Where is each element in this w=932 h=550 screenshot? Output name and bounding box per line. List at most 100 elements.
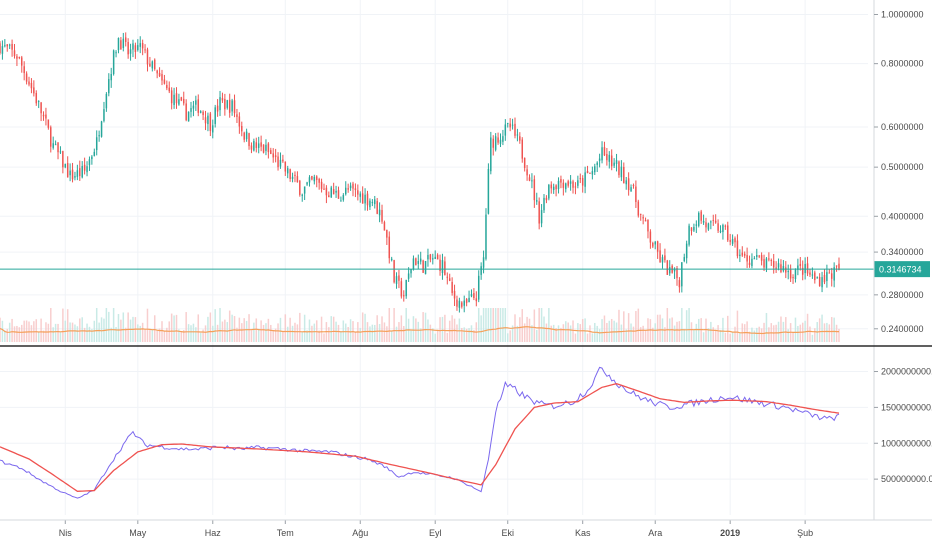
volume-bar [110,327,112,342]
volume-bar [560,327,562,342]
time-axis[interactable]: Nis May Haz Tem Ağu Eyl Eki Kas Ara 2019 Şub [59,520,813,538]
volume-bar [494,308,497,342]
candle-body [668,267,671,274]
volume-bar [245,320,248,342]
volume-bar [753,330,756,342]
volume-bar [603,315,606,342]
candle-body [536,200,538,202]
candle-body [262,144,265,153]
volume-bar [591,333,594,342]
candle-body [330,187,332,198]
candle-body [28,81,30,85]
volume-bar [21,324,23,342]
candle-body [816,277,818,279]
candle-body [731,239,734,244]
volume-bar [821,314,823,342]
volume-bar [565,321,567,342]
volume-bar [673,325,676,342]
volume-bar [756,327,758,342]
volume-bar [221,321,224,342]
candle-body [395,276,398,284]
candle-body [748,262,751,265]
volume-bar [429,324,432,342]
volume-bar [649,319,652,342]
candle-body [533,179,536,201]
volume-bar [286,326,289,342]
candle-body [308,177,311,183]
candle-body [635,186,637,203]
candle-body [690,227,693,232]
volume-bar [219,308,221,342]
volume-bar [468,328,470,342]
candle-body [405,279,407,297]
indicator-axis[interactable]: 2000000000.0000 1500000000.0000 1000000000… [874,367,932,485]
volume-bar [806,313,809,342]
price-candles[interactable] [0,32,840,313]
candle-body [47,119,50,128]
candle-body [695,224,698,226]
candle-body [652,242,654,247]
volume-bar [763,322,765,342]
candle-body [212,125,214,133]
candle-body [519,136,521,141]
volume-bar [727,315,729,342]
volume-bar [777,321,780,342]
volume-bar [216,324,219,342]
volume-bar [785,317,787,342]
candle-body [792,277,794,279]
candle-body [93,151,96,156]
volume-bar [772,325,775,342]
candle-body [753,258,756,260]
volume-bar [734,326,736,342]
candle-body [197,99,200,113]
candle-body [814,272,816,281]
candle-body [332,189,335,195]
candle-body [156,70,158,74]
candle-body [103,109,105,121]
volume-bar [250,330,253,342]
volume-bar [108,311,110,342]
price-tick-label: 0.6000000 [881,122,924,132]
volume-bar [642,325,644,342]
candle-body [35,92,38,104]
candle-body [175,93,178,104]
volume-ma-line [0,326,839,335]
volume-bar [427,319,429,342]
candle-body [95,137,98,151]
volume-bar [175,314,178,342]
candle-body [548,184,550,199]
candle-body [429,254,432,260]
volume-bar [231,314,233,342]
candle-body [318,178,320,183]
volume-bar [187,324,190,342]
candle-body [577,180,579,186]
candle-body [265,144,267,151]
candle-body [190,108,192,112]
volume-bar [398,322,400,342]
volume-bar [480,315,482,342]
candle-body [173,94,175,105]
volume-bar [654,323,656,342]
volume-bar [533,309,536,342]
volume-bar [112,308,115,342]
candle-body [270,150,272,154]
candle-body [228,99,231,113]
volume-bar [639,327,642,342]
volume-bar [98,322,100,342]
candle-body [490,137,492,172]
volume-bar [833,317,835,342]
candle-body [477,275,480,300]
candle-body [456,299,458,307]
volume-bar [572,320,574,342]
candle-body [267,143,270,153]
price-tick-label: 1.0000000 [881,10,924,20]
volume-bar [13,326,16,342]
indicator-lines[interactable] [0,366,840,499]
candle-body [400,281,403,297]
volume-bar [552,324,555,342]
volume-bar [635,311,637,342]
candle-body [1,46,4,54]
price-axis[interactable]: 1.0000000 0.8000000 0.6000000 0.5000000 0.40… [873,0,924,520]
